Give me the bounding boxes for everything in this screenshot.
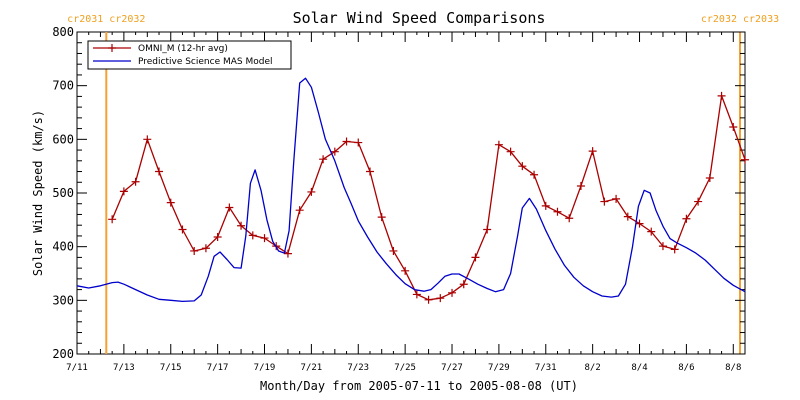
x-axis-label: Month/Day from 2005-07-11 to 2005-08-08 … <box>260 379 578 393</box>
omni-data-point <box>401 266 410 275</box>
omni-data-point <box>647 227 656 236</box>
omni-series-line <box>111 95 746 301</box>
chart-title: Solar Wind Speed Comparisons <box>293 9 546 27</box>
x-tick-label: 8/4 <box>631 363 647 373</box>
omni-data-point <box>108 215 117 224</box>
x-tick-label: 7/17 <box>207 363 229 373</box>
y-tick-label: 700 <box>52 79 74 93</box>
x-tick-label: 8/2 <box>585 363 601 373</box>
omni-data-point <box>565 214 574 223</box>
omni-data-point <box>623 212 632 221</box>
omni-data-point <box>635 219 644 228</box>
carrington-label-left: cr2032 <box>701 14 737 25</box>
x-tick-label: 7/29 <box>488 363 510 373</box>
omni-data-point <box>553 207 562 216</box>
x-tick-label: 7/11 <box>66 363 88 373</box>
legend-label-mas: Predictive Science MAS Model <box>138 57 273 67</box>
omni-data-point <box>717 91 726 100</box>
omni-data-point <box>365 167 374 176</box>
omni-data-point <box>494 140 503 149</box>
omni-data-point <box>155 167 164 176</box>
omni-data-point <box>248 231 257 240</box>
omni-data-point <box>178 225 187 234</box>
x-axis: 7/11 7/13 7/15 7/17 7/19 7/21 7/23 7/25 7/27 7/29… <box>66 32 746 373</box>
omni-data-point <box>459 280 468 289</box>
omni-data-point <box>471 253 480 262</box>
y-tick-label: 500 <box>52 186 74 200</box>
x-tick-label: 7/13 <box>113 363 135 373</box>
omni-data-point <box>576 182 585 191</box>
x-tick-label: 7/31 <box>535 363 557 373</box>
omni-data-point <box>600 197 609 206</box>
omni-data-point <box>166 198 175 207</box>
carrington-label-right: cr2033 <box>743 14 779 25</box>
x-tick-label: 7/25 <box>394 363 416 373</box>
y-tick-label: 800 <box>52 25 74 39</box>
omni-data-point <box>448 288 457 297</box>
omni-data-point <box>694 197 703 206</box>
omni-data-point <box>213 233 222 242</box>
omni-data-point <box>412 290 421 299</box>
omni-data-point <box>354 138 363 147</box>
legend: OMNI_M (12-hr avg) Predictive Science MA… <box>87 40 292 70</box>
x-tick-label: 7/19 <box>254 363 276 373</box>
omni-data-point <box>131 177 140 186</box>
y-tick-label: 300 <box>52 293 74 307</box>
omni-data-point <box>307 187 316 196</box>
omni-data-point <box>119 187 128 196</box>
omni-data-point <box>295 206 304 215</box>
carrington-label-left: cr2031 <box>67 14 103 25</box>
y-tick-label: 600 <box>52 132 74 146</box>
plot-frame <box>76 31 746 355</box>
omni-data-point <box>377 213 386 222</box>
omni-data-point <box>506 147 515 156</box>
legend-label-omni: OMNI_M (12-hr avg) <box>138 44 228 54</box>
x-tick-label: 7/21 <box>301 363 323 373</box>
x-tick-label: 8/6 <box>678 363 694 373</box>
omni-data-point <box>741 155 749 164</box>
omni-data-point <box>658 242 667 251</box>
y-tick-label: 200 <box>52 347 74 361</box>
omni-data-point <box>237 221 246 230</box>
omni-data-point <box>436 294 445 303</box>
omni-data-point <box>389 246 398 255</box>
omni-data-point <box>330 147 339 156</box>
omni-data-point <box>530 170 539 179</box>
y-tick-label: 400 <box>52 240 74 254</box>
y-axis: 200 300 400 500 600 700 800 <box>52 25 745 361</box>
x-tick-label: 7/15 <box>160 363 182 373</box>
omni-data-point <box>682 214 691 223</box>
omni-data-point <box>319 155 328 164</box>
legend-box <box>87 40 292 70</box>
omni-data-point <box>283 249 292 258</box>
omni-data-point <box>705 173 714 182</box>
omni-data-point <box>225 203 234 212</box>
legend-marker-omni <box>108 44 116 52</box>
x-tick-label: 7/23 <box>347 363 369 373</box>
omni-data-point <box>190 246 199 255</box>
omni-data-point <box>729 122 738 131</box>
omni-data-point <box>670 245 679 254</box>
mas-model-series-line <box>76 77 746 303</box>
omni-data-point <box>143 135 152 144</box>
series-layer <box>76 77 749 304</box>
omni-data-point <box>424 295 433 304</box>
y-axis-label: Solar Wind Speed (km/s) <box>31 110 45 276</box>
omni-data-point <box>260 234 269 243</box>
omni-data-point <box>588 147 597 156</box>
omni-data-point <box>483 225 492 234</box>
omni-data-point <box>541 201 550 210</box>
carrington-label-right: cr2032 <box>109 14 145 25</box>
x-tick-label: 8/8 <box>725 363 741 373</box>
omni-data-point <box>612 194 621 203</box>
x-tick-label: 7/27 <box>441 363 463 373</box>
omni-data-point <box>342 137 351 146</box>
omni-data-point <box>518 162 527 171</box>
omni-data-point <box>201 244 210 253</box>
